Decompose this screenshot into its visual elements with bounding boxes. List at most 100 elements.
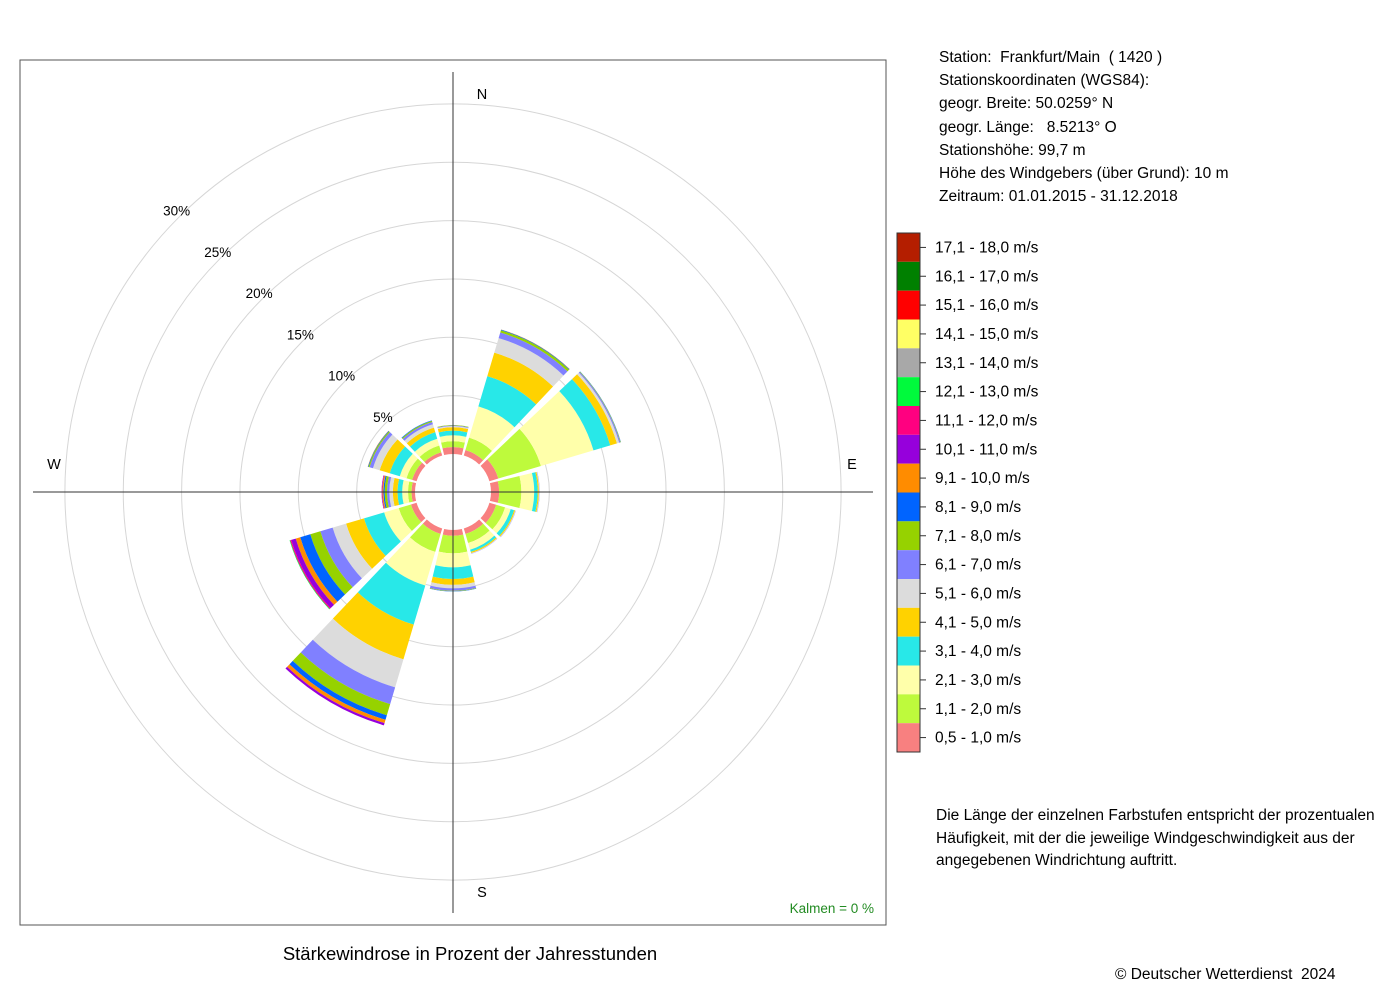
sector-60-speed-1 [487,428,541,479]
copyright: © Deutscher Wetterdienst 2024 [1115,966,1336,983]
sector-180-speed-8 [429,588,477,592]
legend-swatch-5 [897,579,920,608]
legend-frame [896,232,921,753]
radial-tick-label-5: 5% [373,410,393,425]
sector-330-speed-4 [406,427,436,447]
sector-90-speed-5 [536,471,540,513]
radial-tick-label-25: 25% [204,245,231,260]
chart-labels: N E S W 5% 10% 15% 20% 25% 30% Kalmen = 0 % [47,87,874,916]
station-name: Station: Frankfurt/Main ( 1420 ) [939,49,1163,66]
legend-swatch-16 [897,261,920,291]
radial-tick-label-30: 30% [163,204,190,219]
radial-tick-label-10: 10% [328,369,355,384]
legend-label-0: 0,5 - 1,0 m/s [935,730,1021,747]
compass-label-N: N [477,87,487,103]
sector-210-speed-7 [292,652,391,716]
sector-210-speed-1 [409,523,441,552]
sector-30-speed-1 [465,437,493,461]
sector-300-speed-5 [372,434,398,471]
legend-swatch-0 [897,723,920,752]
compass-label-W: W [47,457,61,473]
sector-240-speed-7 [310,531,353,595]
sector-120-speed-2 [492,507,511,534]
sector-210-speed-5 [312,618,404,688]
station-info: Station: Frankfurt/Main ( 1420 ) Station… [939,46,1228,208]
sector-300-speed-2 [399,453,418,479]
legend-label-17: 17,1 - 18,0 m/s [935,239,1039,256]
sector-210-speed-9 [287,664,386,724]
sector-300-speed-0 [412,462,426,482]
sector-270-speed-11 [381,475,384,509]
sector-90-speed-6 [537,471,540,513]
sector-300-speed-3 [389,446,413,477]
legend-label-16: 16,1 - 17,0 m/s [935,268,1039,285]
sector-0-speed-5 [437,425,469,429]
sector-300-speed-7 [368,431,390,468]
legend-label-14: 14,1 - 15,0 m/s [935,326,1039,343]
sector-30-speed-6 [498,332,568,376]
sector-120-speed-3 [496,509,515,536]
sector-330-speed-2 [414,438,440,457]
legend-label-12: 12,1 - 13,0 m/s [935,384,1039,401]
sector-210-speed-8 [289,660,387,720]
legend-label-8: 8,1 - 9,0 m/s [935,499,1021,516]
sector-240-speed-9 [295,537,338,605]
sector-270-speed-10 [381,475,385,509]
sector-60-speed-2 [519,391,594,466]
station-latitude: geogr. Breite: 50.0259° N [939,95,1114,113]
compass-axes [33,72,873,913]
legend-label-3: 3,1 - 4,0 m/s [935,643,1021,660]
sector-150-speed-0 [463,519,484,535]
legend-swatch-14 [897,319,920,349]
legend-swatch-10 [897,434,920,464]
legend-swatch-3 [897,636,920,666]
calm-label: Kalmen = 0 % [790,901,874,916]
radial-tick-label-20: 20% [246,286,273,301]
sector-30-speed-5 [494,338,564,387]
sector-60-speed-3 [559,379,611,451]
legend-swatch-9 [897,463,920,493]
legend-swatch-7 [897,521,920,551]
legend-label-15: 15,1 - 16,0 m/s [935,297,1039,314]
sector-270-speed-8 [383,475,387,509]
legend-swatch-17 [897,233,920,262]
sector-30-speed-3 [478,376,537,428]
sector-120-speed-0 [480,502,497,523]
legend-swatch-4 [897,607,920,637]
sector-120-speed-4 [499,510,516,537]
sector-0-speed-7 [437,425,469,428]
legend-swatch-11 [897,406,920,435]
sector-210-speed-3 [357,562,426,625]
sector-120-speed-1 [485,504,506,530]
legend-label-11: 11,1 - 12,0 m/s [935,412,1037,429]
sector-240-speed-1 [398,504,422,532]
sector-150-speed-3 [470,535,497,552]
legend-swatch-6 [897,550,920,579]
legend-swatch-15 [897,290,920,320]
sector-0-speed-6 [437,425,469,428]
station-coordinates-heading: Stationskoordinaten (WGS84): [939,72,1150,90]
legend-label-5: 5,1 - 6,0 m/s [935,585,1021,602]
compass-label-E: E [847,457,857,473]
station-elevation: Stationshöhe: 99,7 m [939,141,1086,159]
sector-60-speed-4 [571,374,617,446]
sector-150-speed-1 [465,523,490,543]
sector-30-speed-0 [463,449,484,465]
sector-330-speed-0 [424,452,443,465]
legend-label-2: 2,1 - 3,0 m/s [935,672,1021,689]
time-period: Zeitraum: 01.01.2015 - 31.12.2018 [939,188,1178,206]
legend-label-10: 10,1 - 11,0 m/s [935,441,1037,458]
legend-swatch-12 [897,377,920,406]
sector-240-speed-0 [410,502,426,523]
legend-label-13: 13,1 - 14,0 m/s [935,355,1039,372]
note-line-3: angegebenen Windrichtung auftritt. [936,852,1178,869]
sector-240-speed-10 [291,538,335,609]
anemometer-height: Höhe des Windgebers (über Grund): 10 m [939,165,1229,183]
wind-sectors [285,329,622,726]
legend-label-9: 9,1 - 10,0 m/s [935,470,1030,487]
legend-swatch-8 [897,492,920,522]
sector-330-speed-6 [402,422,433,441]
station-longitude: geogr. Länge: 8.5213° O [939,118,1117,136]
sector-210-speed-4 [332,592,414,660]
